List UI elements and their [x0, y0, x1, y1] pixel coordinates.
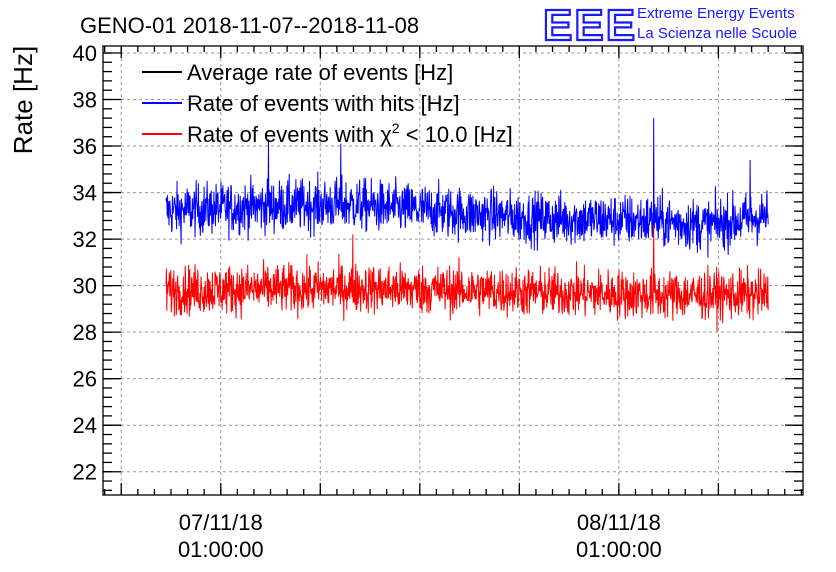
series-line-hits	[165, 118, 769, 258]
logo-line1: Extreme Energy Events	[637, 5, 795, 22]
y-tick-label: 40	[73, 41, 97, 66]
legend-label-average: Average rate of events [Hz]	[187, 60, 453, 85]
legend-chi-sup: 2	[392, 120, 400, 136]
y-tick-label: 32	[73, 227, 97, 252]
legend-chi-symbol: χ	[380, 122, 392, 147]
y-tick-label: 26	[73, 367, 97, 392]
y-tick-label: 38	[73, 88, 97, 113]
series-line-chi2	[165, 225, 769, 332]
plot-frame	[102, 45, 804, 496]
legend-label-hits: Rate of events with hits [Hz]	[187, 91, 460, 116]
x-tick-label-time: 01:00:00	[178, 537, 264, 562]
axes	[102, 45, 804, 496]
y-tick-label: 30	[73, 274, 97, 299]
eee-logo: EEE Extreme Energy Events La Scienza nel…	[542, 0, 797, 51]
x-tick-label-date: 07/11/18	[179, 510, 263, 535]
legend: Average rate of events [Hz] Rate of even…	[142, 60, 513, 147]
y-tick-labels: 22 24 26 28 30 32 34 36 38 40	[73, 41, 97, 485]
x-tick-label-date: 08/11/18	[577, 510, 661, 535]
legend-chi2-suffix: < 10.0 [Hz]	[400, 122, 513, 147]
legend-chi2-prefix: Rate of events with	[187, 122, 380, 147]
y-tick-label: 34	[73, 181, 97, 206]
legend-label-chi2: Rate of events with χ2 < 10.0 [Hz]	[187, 120, 513, 147]
y-tick-label: 28	[73, 320, 97, 345]
chart-title: GENO-01 2018-11-07--2018-11-08	[80, 13, 419, 38]
y-axis-label: Rate [Hz]	[8, 46, 38, 154]
y-tick-label: 22	[73, 460, 97, 485]
y-tick-label: 36	[73, 134, 97, 159]
y-tick-label: 24	[73, 413, 97, 438]
logo-letters: EEE	[543, 1, 637, 50]
series-lines	[165, 118, 769, 332]
logo-line2: La Scienza nelle Scuole	[637, 25, 797, 42]
x-tick-label-time: 01:00:00	[576, 537, 662, 562]
